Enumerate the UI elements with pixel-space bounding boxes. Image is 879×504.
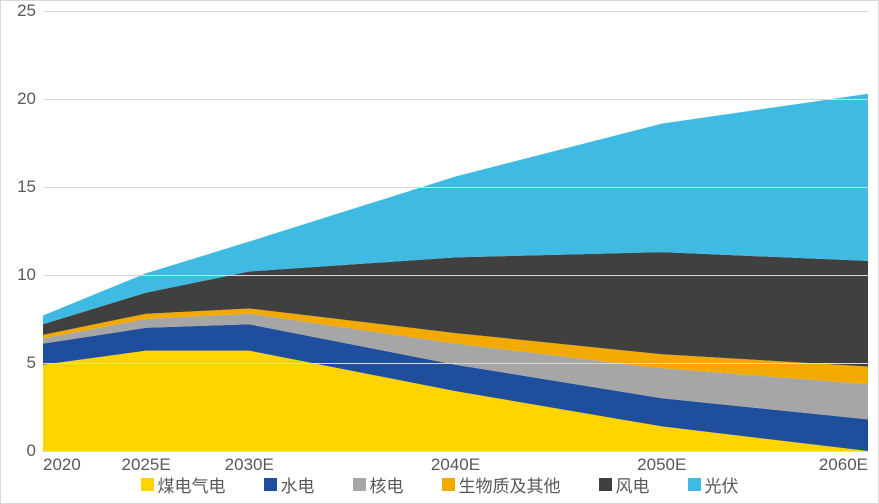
grid-line bbox=[43, 99, 868, 100]
y-tick-label: 15 bbox=[4, 177, 36, 197]
legend-swatch bbox=[353, 478, 366, 491]
y-tick-label: 25 bbox=[4, 1, 36, 21]
legend-item-coal_gas: 煤电气电 bbox=[141, 472, 226, 497]
legend-item-solar: 光伏 bbox=[688, 472, 739, 497]
legend-swatch bbox=[599, 478, 612, 491]
legend-label: 风电 bbox=[616, 472, 650, 497]
legend-item-wind: 风电 bbox=[599, 472, 650, 497]
x-axis-line bbox=[43, 451, 868, 452]
stacked-area-chart: 0510152025 20202025E2030E2040E2050E2060E… bbox=[0, 0, 879, 504]
legend-label: 水电 bbox=[281, 472, 315, 497]
y-tick-label: 10 bbox=[4, 265, 36, 285]
grid-line bbox=[43, 187, 868, 188]
legend-label: 核电 bbox=[370, 472, 404, 497]
grid-line bbox=[43, 363, 868, 364]
legend: 煤电气电 水电 核电 生物质及其他 风电 光伏 bbox=[1, 472, 878, 497]
legend-label: 光伏 bbox=[705, 472, 739, 497]
legend-swatch bbox=[688, 478, 701, 491]
y-tick-label: 20 bbox=[4, 89, 36, 109]
legend-swatch bbox=[442, 478, 455, 491]
y-tick-label: 0 bbox=[4, 441, 36, 461]
legend-swatch bbox=[141, 478, 154, 491]
legend-label: 生物质及其他 bbox=[459, 472, 561, 497]
y-tick-label: 5 bbox=[4, 353, 36, 373]
legend-item-nuclear: 核电 bbox=[353, 472, 404, 497]
legend-label: 煤电气电 bbox=[158, 472, 226, 497]
legend-item-biomass: 生物质及其他 bbox=[442, 472, 561, 497]
legend-item-hydro: 水电 bbox=[264, 472, 315, 497]
area-layers bbox=[43, 11, 868, 451]
plot-area bbox=[43, 11, 868, 451]
grid-line bbox=[43, 275, 868, 276]
legend-swatch bbox=[264, 478, 277, 491]
grid-line bbox=[43, 11, 868, 12]
